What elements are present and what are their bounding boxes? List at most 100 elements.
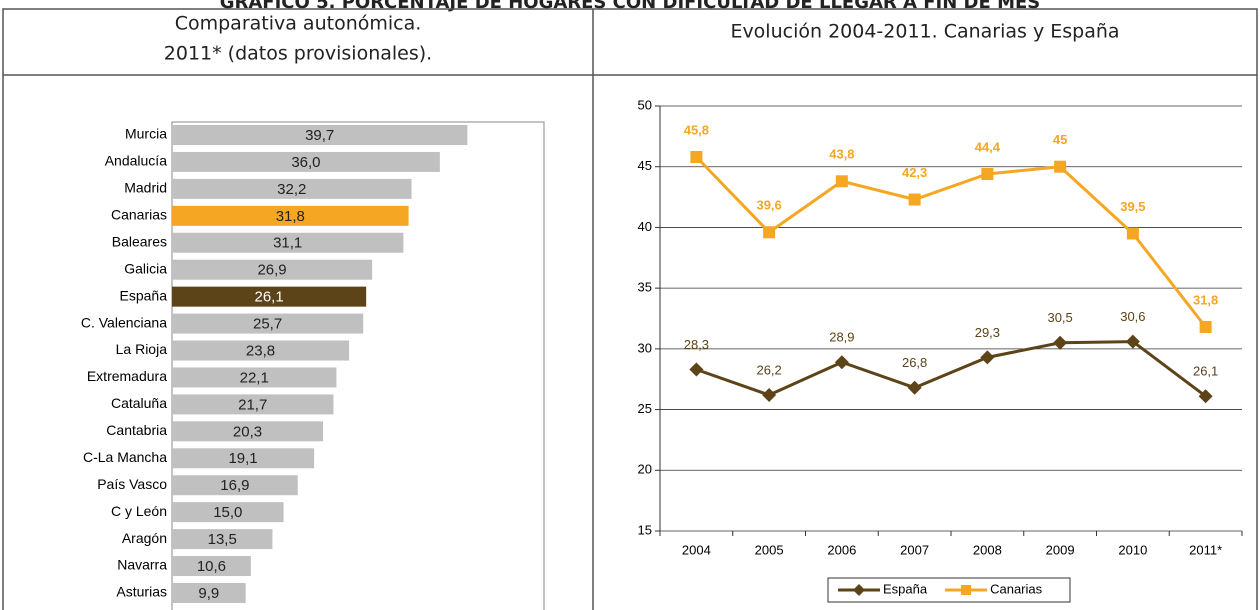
data-label: 25,7	[253, 316, 282, 333]
category-label: C-La Mancha	[83, 449, 167, 465]
data-label: 36,0	[291, 154, 320, 171]
bar	[172, 582, 246, 603]
data-label: 23,8	[246, 342, 275, 359]
marker	[1199, 321, 1212, 333]
data-label: 30,5	[1047, 310, 1072, 325]
data-label: 39,7	[305, 127, 334, 144]
data-label: 26,2	[756, 362, 781, 377]
marker	[981, 168, 994, 180]
x-tick-label: 2007	[900, 542, 929, 557]
data-label: 13,5	[208, 531, 237, 548]
right-title: Evolución 2004-2011. Canarias y España	[730, 21, 1119, 43]
bar	[172, 394, 334, 415]
marker	[1053, 335, 1068, 350]
y-tick-label: 40	[638, 219, 652, 234]
marker	[908, 193, 921, 206]
x-tick-label: 2009	[1046, 542, 1075, 557]
marker	[834, 355, 849, 370]
category-label: Asturias	[116, 584, 167, 600]
category-label: Cantabria	[106, 422, 167, 438]
marker	[1054, 160, 1067, 173]
data-label: 39,6	[756, 198, 781, 213]
y-tick-label: 50	[638, 97, 652, 112]
bar	[172, 286, 367, 307]
y-tick-label: 30	[638, 340, 652, 355]
data-label: 19,1	[228, 450, 257, 467]
series-line	[695, 155, 1207, 328]
category-label: Andalucía	[105, 153, 167, 169]
bar	[172, 178, 412, 199]
data-label: 29,3	[975, 325, 1000, 340]
marker	[690, 151, 703, 163]
x-tick-label: 2004	[682, 542, 711, 557]
bar	[172, 475, 298, 496]
y-tick-label: 15	[638, 522, 652, 537]
category-label: Canarias	[111, 207, 167, 223]
data-label: 30,6	[1120, 309, 1145, 324]
data-label: 31,8	[276, 208, 305, 225]
y-tick-label: 20	[638, 462, 652, 477]
data-label: 39,5	[1120, 199, 1145, 214]
x-tick-label: 2005	[755, 542, 784, 557]
marker	[907, 380, 922, 395]
marker	[762, 388, 777, 402]
category-label: Galicia	[124, 260, 167, 276]
data-label: 32,2	[277, 181, 306, 198]
data-label: 26,1	[1193, 364, 1218, 379]
left-title: Comparativa autonómica.	[175, 13, 422, 35]
bar	[172, 313, 364, 334]
x-tick-label: 2006	[827, 542, 856, 557]
data-label: 45	[1053, 132, 1067, 147]
bar	[172, 556, 251, 577]
x-tick-label: 2008	[973, 542, 1002, 557]
data-label: 31,1	[273, 235, 302, 252]
bar	[172, 529, 273, 550]
y-tick-label: 45	[638, 158, 652, 173]
marker	[1198, 389, 1213, 404]
legend-marker	[853, 584, 865, 596]
category-label: Murcia	[125, 126, 167, 142]
category-label: C. Valenciana	[81, 314, 167, 330]
category-label: La Rioja	[116, 341, 168, 357]
left-subtitle: 2011* (datos provisionales).	[164, 43, 432, 65]
data-label: 28,3	[684, 337, 709, 352]
category-label: Madrid	[124, 180, 167, 196]
data-label: 26,9	[257, 262, 286, 279]
legend-label: España	[883, 581, 928, 596]
category-label: País Vasco	[97, 476, 167, 492]
marker	[1125, 334, 1140, 349]
y-tick-label: 25	[638, 401, 652, 416]
x-tick-label: 2010	[1118, 542, 1147, 557]
data-label: 43,8	[829, 147, 854, 162]
category-label: Extremadura	[87, 368, 167, 384]
bar	[172, 340, 350, 361]
page-title: GRÁFICO 5. PORCENTAJE DE HOGARES CON DIF…	[220, 0, 1041, 13]
bar	[172, 367, 337, 388]
y-tick-label: 35	[638, 280, 652, 295]
legend-marker	[961, 585, 972, 595]
data-label: 45,8	[684, 122, 709, 137]
data-label: 26,8	[902, 355, 927, 370]
bar	[172, 125, 468, 145]
data-label: 28,9	[829, 330, 854, 345]
bar	[172, 232, 404, 253]
marker	[689, 362, 704, 377]
legend-label: Canarias	[990, 581, 1043, 596]
data-label: 9,9	[198, 585, 219, 602]
marker	[835, 175, 848, 188]
data-label: 20,3	[233, 423, 262, 440]
data-label: 21,7	[238, 396, 267, 413]
data-label: 31,8	[1193, 292, 1218, 307]
category-label: Navarra	[117, 557, 167, 573]
category-label: C y León	[111, 503, 167, 519]
marker	[763, 226, 776, 239]
data-label: 16,9	[220, 477, 249, 494]
bar	[172, 502, 284, 523]
bar	[172, 448, 315, 469]
series-line	[695, 340, 1207, 398]
category-label: España	[120, 287, 168, 303]
data-label: 42,3	[902, 165, 927, 180]
category-label: Aragón	[122, 530, 167, 546]
